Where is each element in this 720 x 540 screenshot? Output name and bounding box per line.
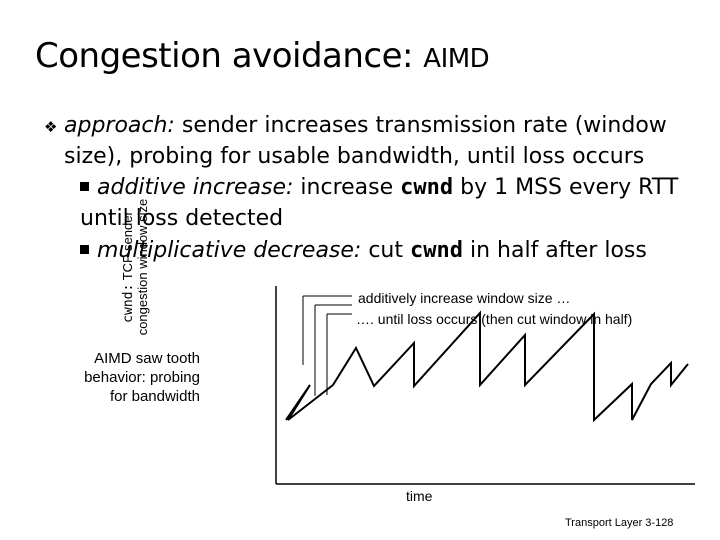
approach-label: approach: xyxy=(64,113,175,138)
slide-footer: Transport Layer 3-128 xyxy=(565,517,674,529)
additive-increase-bullet: additive increase: increase cwnd by 1 MS… xyxy=(80,172,680,234)
multiplicative-label: multiplicative decrease: xyxy=(97,238,362,263)
sawtooth-line-2: behavior: probing xyxy=(84,369,200,386)
diamond-bullet-icon: ❖ xyxy=(44,118,58,136)
multiplicative-pre: cut xyxy=(361,238,410,263)
additive-pre: increase xyxy=(293,175,401,200)
slide-title: Congestion avoidance: AIMD xyxy=(35,36,490,76)
additive-label: additive increase: xyxy=(97,175,294,200)
multiplicative-decrease-bullet: multiplicative decrease: cut cwnd in hal… xyxy=(80,235,680,266)
multiplicative-post: in half after loss xyxy=(462,238,647,263)
sawtooth-description: AIMD saw tooth behavior: probing for ban… xyxy=(20,349,200,406)
title-acronym: AIMD xyxy=(423,44,490,74)
annotation-loss: …. until loss occurs (then cut window in… xyxy=(356,311,633,327)
cwnd-sawtooth xyxy=(285,310,689,423)
multiplicative-code: cwnd xyxy=(410,238,463,263)
additive-code: cwnd xyxy=(400,175,454,200)
sawtooth-line-3: for bandwidth xyxy=(109,388,200,405)
annotation-additive: additively increase window size … xyxy=(358,290,571,306)
approach-text: sender increases transmission rate (wind… xyxy=(64,113,667,169)
square-bullet-icon xyxy=(80,245,89,254)
x-axis-label: time xyxy=(406,488,433,504)
approach-bullet: approach: sender increases transmission … xyxy=(64,110,704,172)
additive-post: by 1 MSS every RTT until loss detected xyxy=(80,175,679,231)
square-bullet-icon xyxy=(80,182,89,191)
title-text: Congestion avoidance: xyxy=(35,36,424,76)
sawtooth-line-1: AIMD saw tooth xyxy=(94,350,200,367)
